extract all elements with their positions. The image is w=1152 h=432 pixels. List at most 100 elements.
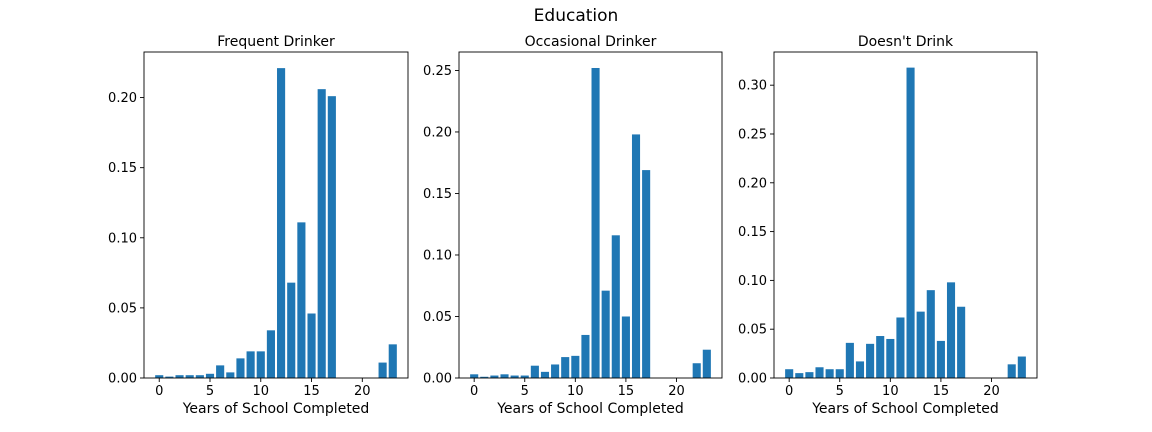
bar-5: [520, 375, 529, 378]
y-tick-label: 0.15: [738, 225, 767, 240]
axes-frame: [458, 51, 723, 379]
x-tick-label: 5: [521, 384, 529, 399]
x-tick-label: 10: [252, 384, 269, 399]
bar-12: [277, 68, 286, 379]
bar-6: [845, 342, 854, 378]
bar-8: [236, 358, 245, 378]
y-tick-label: 0.25: [738, 127, 767, 142]
bar-14: [611, 235, 620, 378]
x-tick-label: 10: [882, 384, 899, 399]
bar-1: [165, 376, 174, 378]
x-tick-label: 15: [618, 384, 635, 399]
bar-12: [906, 67, 915, 379]
y-tick-label: 0.10: [738, 274, 767, 289]
y-tick-label: 0.20: [738, 176, 767, 191]
y-tick-label: 0.20: [108, 91, 137, 106]
bar-0: [155, 375, 164, 378]
bar-3: [815, 367, 824, 378]
bar-11: [266, 330, 275, 378]
bar-14: [926, 290, 935, 378]
bar-4: [510, 375, 519, 378]
y-tick-label: 0.10: [423, 248, 452, 263]
y-tick-label: 0.00: [738, 372, 767, 387]
bar-15: [307, 313, 316, 378]
bar-11: [896, 317, 905, 378]
x-tick-label: 15: [303, 384, 320, 399]
x-axis-label: Years of School Completed: [811, 401, 999, 417]
y-tick-label: 0.05: [423, 310, 452, 325]
chart-title: Doesn't Drink: [858, 34, 954, 50]
bar-17: [327, 96, 336, 379]
x-tick-label: 20: [983, 384, 1000, 399]
x-tick-label: 0: [470, 384, 478, 399]
bar-2: [175, 375, 184, 378]
bar-17: [957, 306, 966, 378]
bar-16: [946, 282, 956, 378]
bar-3: [185, 375, 194, 378]
bar-15: [936, 340, 945, 378]
bar-23: [1017, 356, 1026, 378]
x-axis-label: Years of School Completed: [496, 401, 684, 417]
bar-5: [205, 373, 215, 378]
bar-2: [490, 375, 499, 378]
bar-1: [480, 376, 489, 378]
y-tick-label: 0.05: [738, 323, 767, 338]
chart-panel-3: 0 5 10 15 20 0.00 0.05 0.10 0.15 0.20 0.25 0.30 Does…: [738, 34, 1038, 417]
y-tick-label: 0.10: [108, 231, 137, 246]
bar-7: [855, 361, 865, 378]
bar-4: [825, 369, 834, 378]
bar-23: [388, 344, 397, 378]
bar-12: [591, 67, 600, 378]
bar-13: [287, 282, 296, 378]
bar-4: [195, 375, 204, 378]
bar-10: [886, 338, 895, 378]
y-tick-label: 0.00: [108, 372, 137, 387]
bar-9: [561, 357, 570, 378]
bar-1: [795, 373, 804, 378]
bar-0: [470, 374, 479, 378]
x-tick-label: 15: [933, 384, 950, 399]
x-tick-label: 0: [155, 384, 163, 399]
bar-8: [551, 364, 560, 378]
y-tick-label: 0.15: [423, 187, 452, 202]
y-tick-label: 0.25: [423, 64, 452, 79]
figure-suptitle: Education: [533, 6, 619, 26]
bar-16: [631, 134, 641, 378]
x-tick-label: 20: [668, 384, 685, 399]
bar-14: [297, 222, 306, 378]
bar-11: [581, 334, 590, 378]
x-tick-label: 10: [567, 384, 584, 399]
bar-13: [601, 290, 610, 378]
y-tick-label: 0.20: [423, 125, 452, 140]
bar-22: [378, 362, 387, 378]
y-tick-label: 0.00: [423, 372, 452, 387]
bar-8: [866, 343, 875, 378]
bar-17: [642, 170, 651, 378]
bar-0: [785, 369, 794, 378]
bar-22: [692, 363, 701, 378]
bar-2: [805, 372, 814, 378]
x-tick-label: 5: [206, 384, 214, 399]
bar-10: [571, 355, 580, 378]
bar-9: [246, 351, 255, 378]
axes-frame: [773, 51, 1038, 379]
y-tick-label: 0.15: [108, 161, 137, 176]
bar-16: [317, 89, 326, 379]
y-tick-label: 0.30: [738, 79, 767, 94]
x-axis-label: Years of School Completed: [182, 401, 370, 417]
y-tick-label: 0.05: [108, 301, 137, 316]
x-tick-label: 0: [785, 384, 793, 399]
chart-title: Occasional Drinker: [525, 34, 657, 50]
bar-13: [916, 311, 925, 378]
bar-7: [226, 372, 235, 378]
bar-6: [530, 365, 539, 378]
chart-panel-1: 0 5 10 15 20 0.00 0.05 0.10 0.15 0.20 Frequent Dri…: [108, 34, 409, 417]
bar-9: [876, 336, 885, 378]
bar-3: [500, 374, 509, 378]
bar-6: [216, 365, 225, 378]
bar-23: [702, 349, 711, 378]
bar-5: [835, 369, 844, 378]
axes-frame: [143, 51, 409, 379]
chart-panel-2: 0 5 10 15 20 0.00 0.05 0.10 0.15 0.20 0.25 Occasion…: [423, 34, 723, 417]
